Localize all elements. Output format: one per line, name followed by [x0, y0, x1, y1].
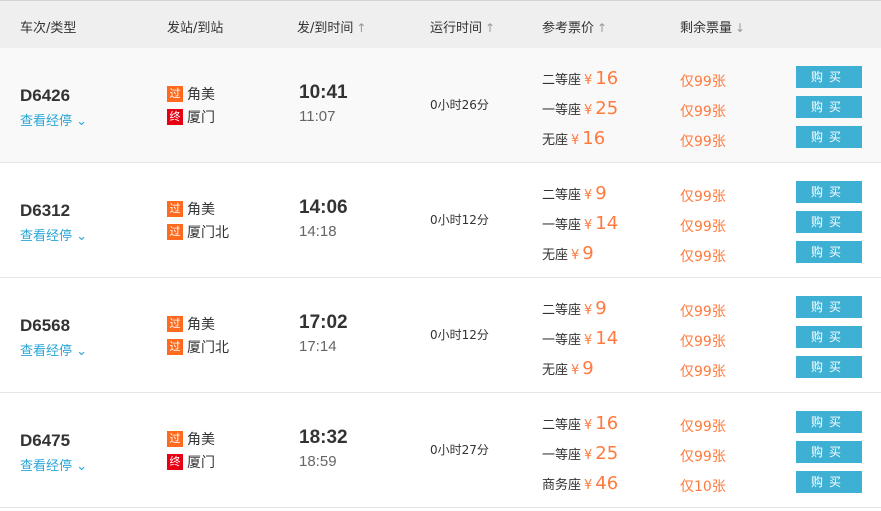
- arrive-time: 17:14: [299, 338, 337, 355]
- train-number: D6426: [20, 86, 71, 105]
- chevron-down-icon: ⌄: [76, 344, 88, 359]
- remaining-tickets: 仅99张: [680, 334, 726, 350]
- train-row: D6426 查看经停 ⌄ 过角美 终厦门 10:41 11:07 0小时26分 二…: [0, 48, 881, 163]
- end-tag: 终: [167, 109, 183, 125]
- depart-time: 18:32: [299, 427, 348, 448]
- seat-price: 一等座 ¥14: [542, 213, 619, 234]
- buy-button[interactable]: 购买: [796, 241, 862, 263]
- buy-button[interactable]: 购买: [796, 326, 862, 348]
- seat-price: 商务座 ¥46: [542, 473, 619, 494]
- sort-up-icon: ↑: [356, 21, 367, 35]
- seat-price: 二等座 ¥16: [542, 413, 619, 434]
- chevron-down-icon: ⌄: [76, 229, 88, 244]
- to-station: 过厦门北: [167, 337, 229, 357]
- seat-price: 一等座 ¥25: [542, 98, 619, 119]
- view-stops-link[interactable]: 查看经停 ⌄: [20, 344, 88, 359]
- header-train: 车次/类型: [20, 21, 77, 36]
- pass-tag: 过: [167, 201, 183, 217]
- remaining-tickets: 仅99张: [680, 364, 726, 380]
- buy-button[interactable]: 购买: [796, 441, 862, 463]
- chevron-down-icon: ⌄: [76, 114, 88, 129]
- from-station: 过角美: [167, 84, 215, 104]
- seat-price: 无座 ¥16: [542, 128, 606, 149]
- remaining-tickets: 仅99张: [680, 419, 726, 435]
- depart-time: 14:06: [299, 197, 348, 218]
- header-price[interactable]: 参考票价 ↑: [542, 21, 608, 36]
- remaining-tickets: 仅99张: [680, 104, 726, 120]
- seat-price: 二等座 ¥9: [542, 298, 607, 319]
- pass-tag: 过: [167, 339, 183, 355]
- buy-button[interactable]: 购买: [796, 356, 862, 378]
- pass-tag: 过: [167, 86, 183, 102]
- view-stops-link[interactable]: 查看经停 ⌄: [20, 229, 88, 244]
- sort-up-icon: ↑: [597, 21, 608, 35]
- remaining-tickets: 仅10张: [680, 479, 726, 495]
- buy-button[interactable]: 购买: [796, 471, 862, 493]
- buy-button[interactable]: 购买: [796, 411, 862, 433]
- chevron-down-icon: ⌄: [76, 459, 88, 474]
- buy-button[interactable]: 购买: [796, 296, 862, 318]
- header-duration[interactable]: 运行时间 ↑: [430, 21, 496, 36]
- train-row: D6475 查看经停 ⌄ 过角美 终厦门 18:32 18:59 0小时27分 二…: [0, 393, 881, 508]
- table-header: 车次/类型 发站/到站 发/到时间 ↑ 运行时间 ↑ 参考票价 ↑ 剩余票量 ↓: [0, 0, 881, 48]
- remaining-tickets: 仅99张: [680, 134, 726, 150]
- end-tag: 终: [167, 454, 183, 470]
- from-station: 过角美: [167, 314, 215, 334]
- arrive-time: 11:07: [299, 108, 336, 125]
- from-station: 过角美: [167, 429, 215, 449]
- train-row: D6568 查看经停 ⌄ 过角美 过厦门北 17:02 17:14 0小时12分…: [0, 278, 881, 393]
- pass-tag: 过: [167, 224, 183, 240]
- seat-price: 无座 ¥9: [542, 358, 594, 379]
- pass-tag: 过: [167, 431, 183, 447]
- buy-button[interactable]: 购买: [796, 126, 862, 148]
- to-station: 终厦门: [167, 107, 215, 127]
- seat-price: 一等座 ¥14: [542, 328, 619, 349]
- seat-price: 无座 ¥9: [542, 243, 594, 264]
- header-station: 发站/到站: [167, 21, 224, 36]
- train-row: D6312 查看经停 ⌄ 过角美 过厦门北 14:06 14:18 0小时12分…: [0, 163, 881, 278]
- sort-down-icon: ↓: [735, 21, 746, 35]
- remaining-tickets: 仅99张: [680, 449, 726, 465]
- duration: 0小时27分: [430, 443, 489, 457]
- train-number: D6475: [20, 431, 71, 450]
- buy-button[interactable]: 购买: [796, 211, 862, 233]
- view-stops-link[interactable]: 查看经停 ⌄: [20, 114, 88, 129]
- depart-time: 10:41: [299, 82, 348, 103]
- arrive-time: 14:18: [299, 223, 337, 240]
- remaining-tickets: 仅99张: [680, 219, 726, 235]
- view-stops-link[interactable]: 查看经停 ⌄: [20, 459, 88, 474]
- duration: 0小时12分: [430, 328, 489, 342]
- remaining-tickets: 仅99张: [680, 304, 726, 320]
- buy-button[interactable]: 购买: [796, 181, 862, 203]
- train-number: D6568: [20, 316, 71, 335]
- buy-button[interactable]: 购买: [796, 66, 862, 88]
- seat-price: 二等座 ¥16: [542, 68, 619, 89]
- from-station: 过角美: [167, 199, 215, 219]
- arrive-time: 18:59: [299, 453, 337, 470]
- seat-price: 二等座 ¥9: [542, 183, 607, 204]
- train-number: D6312: [20, 201, 71, 220]
- sort-up-icon: ↑: [485, 21, 496, 35]
- depart-time: 17:02: [299, 312, 348, 333]
- remaining-tickets: 仅99张: [680, 74, 726, 90]
- header-remaining[interactable]: 剩余票量 ↓: [680, 21, 746, 36]
- seat-price: 一等座 ¥25: [542, 443, 619, 464]
- remaining-tickets: 仅99张: [680, 249, 726, 265]
- to-station: 过厦门北: [167, 222, 229, 242]
- buy-button[interactable]: 购买: [796, 96, 862, 118]
- duration: 0小时12分: [430, 213, 489, 227]
- remaining-tickets: 仅99张: [680, 189, 726, 205]
- to-station: 终厦门: [167, 452, 215, 472]
- duration: 0小时26分: [430, 98, 489, 112]
- pass-tag: 过: [167, 316, 183, 332]
- header-time[interactable]: 发/到时间 ↑: [297, 21, 367, 36]
